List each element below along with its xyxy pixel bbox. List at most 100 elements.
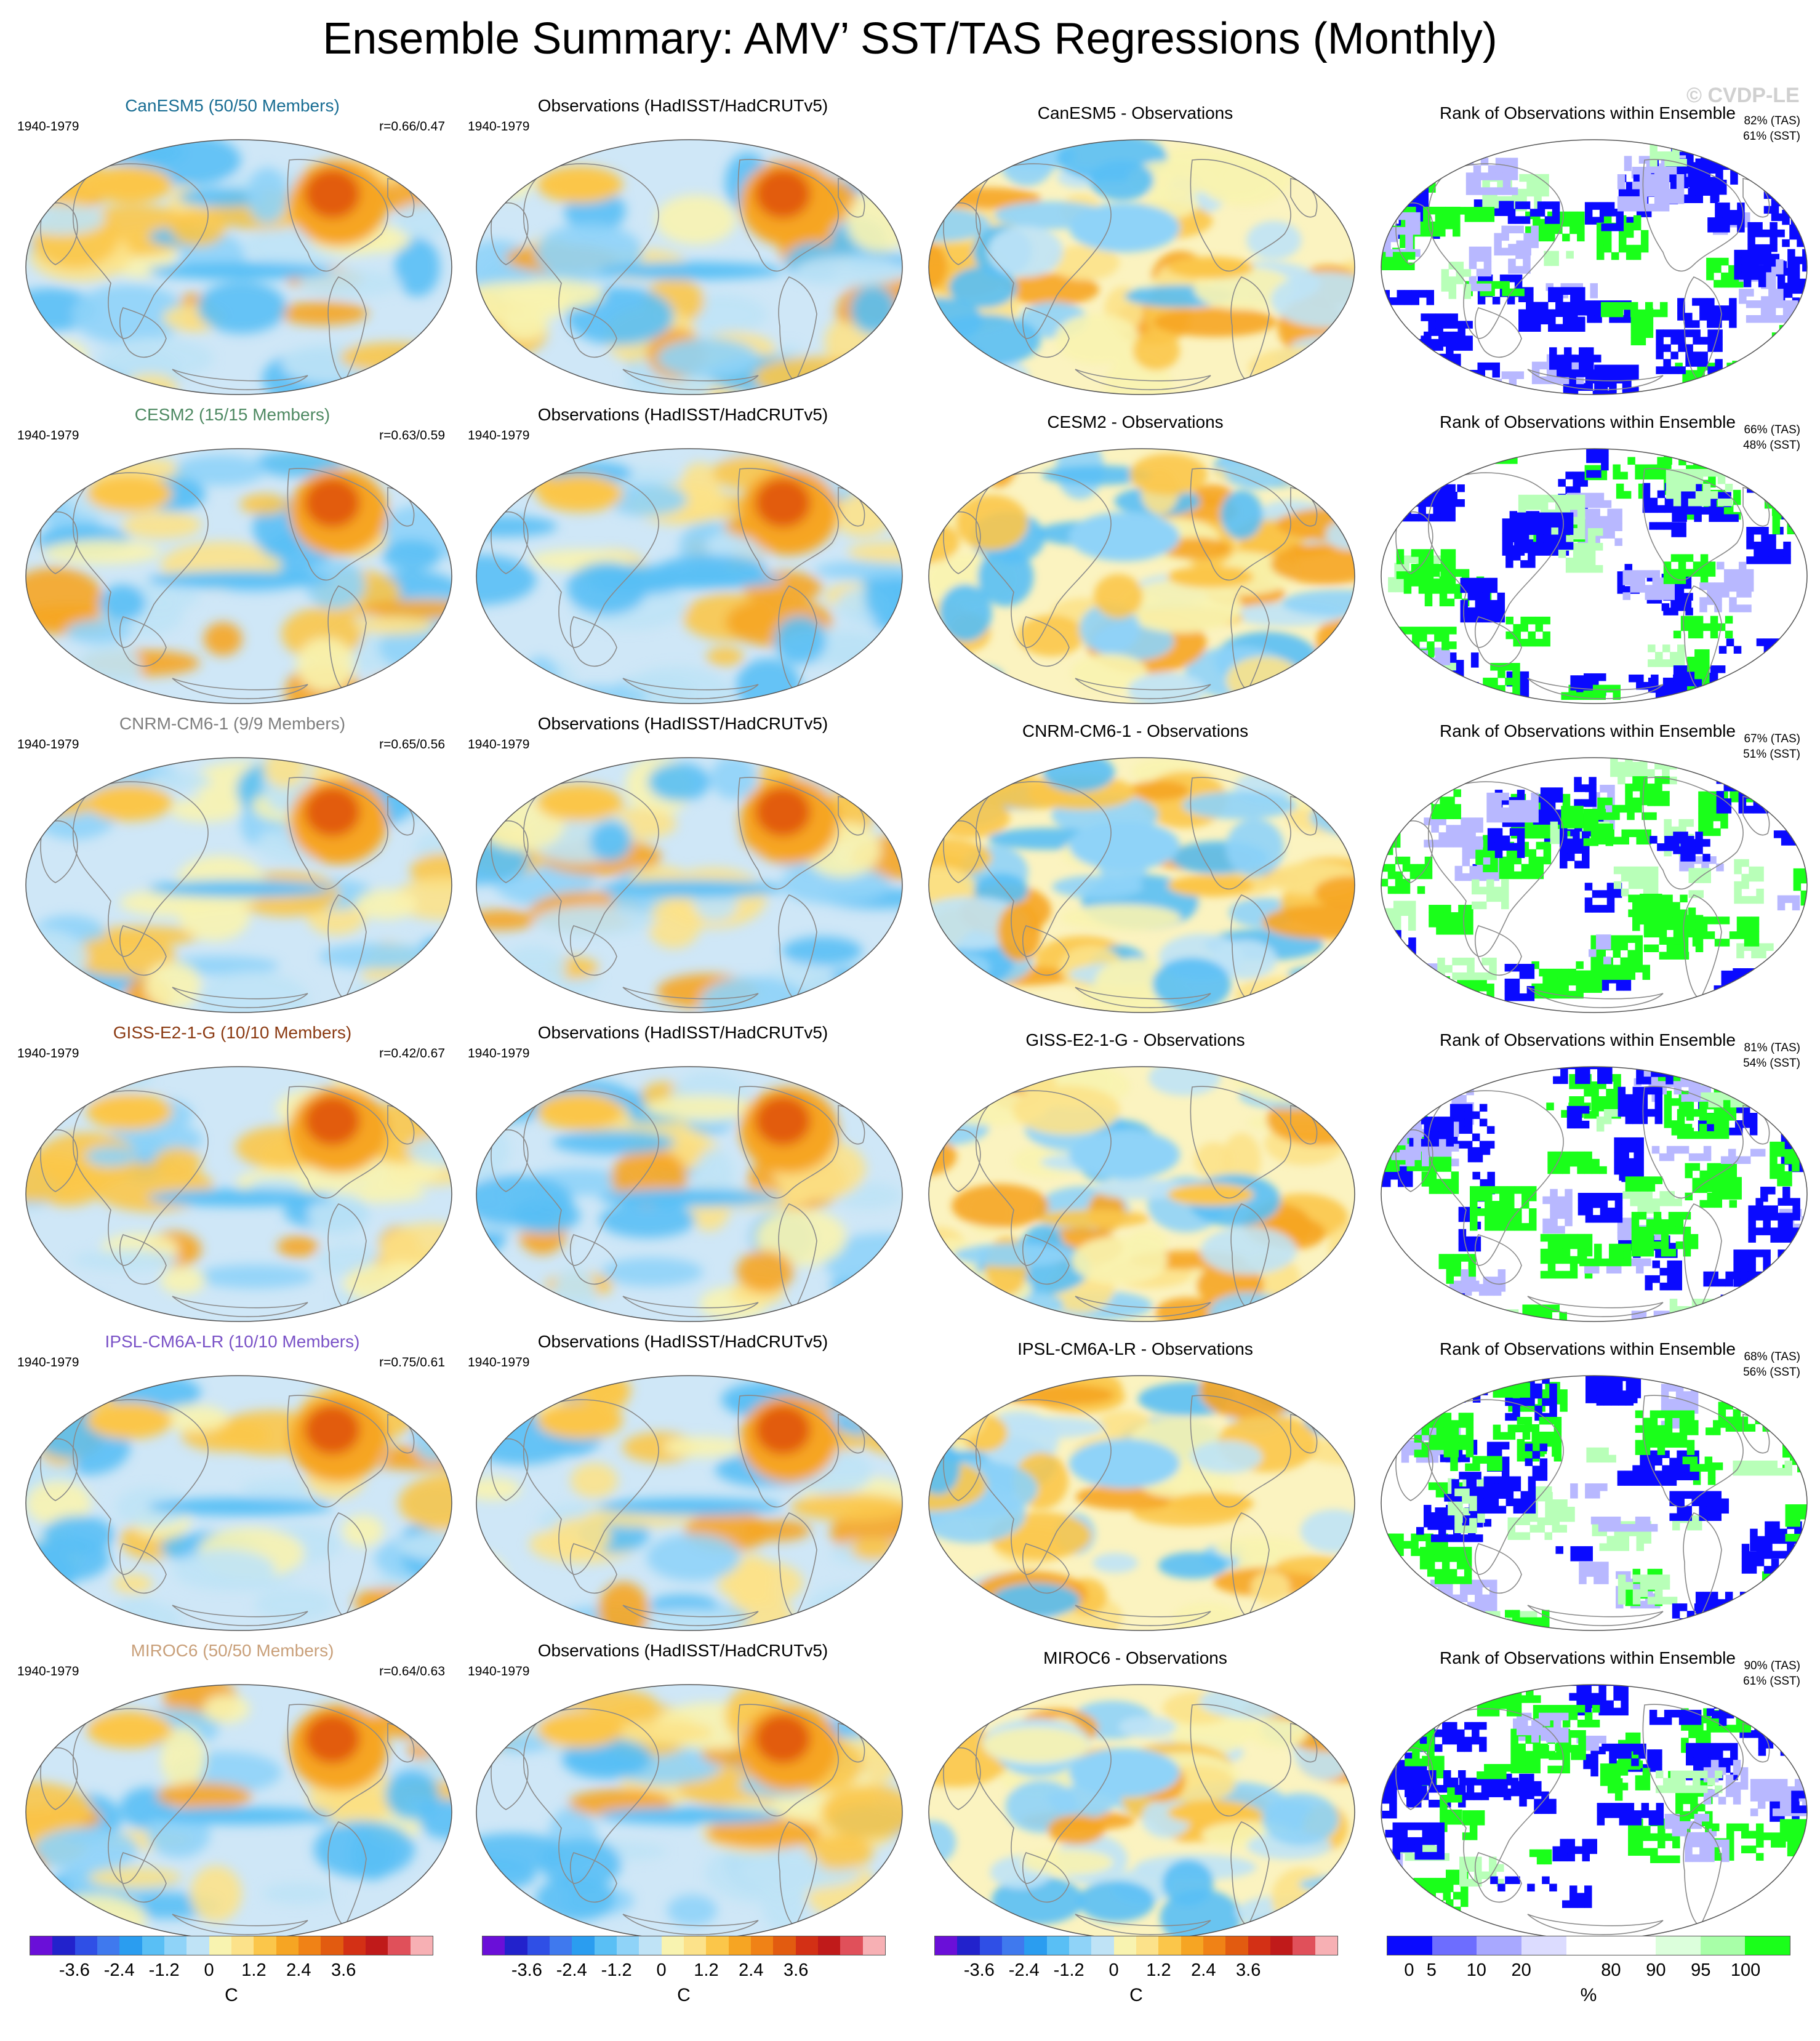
rank-sst-label: 54% (SST): [1743, 1057, 1800, 1070]
ensemble-panel: CanESM5 (50/50 Members) 1940-1979 r=0.66/0…: [5, 92, 460, 402]
observations-panel: Observations (HadISST/HadCRUTv5) 1940-197…: [455, 710, 910, 1020]
colorbar-box: [616, 1936, 639, 1955]
rank-panel: Rank of Observations within Ensemble 66% …: [1360, 401, 1815, 711]
colorbar-tick-label: -3.6: [511, 1960, 542, 1980]
colorbar-box: [231, 1936, 254, 1955]
colorbar-box: [298, 1936, 321, 1955]
pattern-correlation: r=0.64/0.63: [379, 1664, 445, 1678]
colorbar-box: [119, 1936, 142, 1955]
observations-map: [476, 1375, 903, 1631]
observations-panel: Observations (HadISST/HadCRUTv5) 1940-197…: [455, 1328, 910, 1638]
colorbar-box: [1521, 1936, 1566, 1955]
observations-title: Observations (HadISST/HadCRUTv5): [537, 1023, 828, 1042]
colorbar-tick-label: 95: [1691, 1960, 1711, 1980]
colorbar-box: [1700, 1936, 1746, 1955]
colorbar-box: [1387, 1936, 1432, 1955]
rank-tas-label: 66% (TAS): [1744, 423, 1800, 436]
difference-title: GISS-E2-1-G - Observations: [1025, 1030, 1245, 1049]
rank-tas-label: 90% (TAS): [1744, 1659, 1800, 1672]
difference-title: CNRM-CM6-1 - Observations: [1022, 721, 1249, 740]
rank-tas-label: 81% (TAS): [1744, 1041, 1800, 1054]
observations-map: [476, 448, 903, 704]
rank-panel: Rank of Observations within Ensemble 67% …: [1360, 710, 1815, 1020]
period-label: 1940-1979: [468, 737, 530, 752]
rank-title: Rank of Observations within Ensemble: [1440, 1339, 1736, 1358]
colorbar-box: [388, 1936, 411, 1955]
colorbar-tick-label: 100: [1730, 1960, 1761, 1980]
page-title: Ensemble Summary: AMV’ SST/TAS Regressio…: [323, 14, 1497, 63]
rank-title: Rank of Observations within Ensemble: [1440, 721, 1736, 740]
colorbar-box: [1656, 1936, 1701, 1955]
colorbar-tick-label: 2.4: [286, 1960, 311, 1980]
observations-panel: Observations (HadISST/HadCRUTv5) 1940-197…: [455, 92, 910, 402]
difference-panel: CanESM5 - Observations: [908, 92, 1363, 402]
colorbar-box: [773, 1936, 796, 1955]
colorbar-ticks: -3.6 -2.4 -1.2 0 1.2 2.4 3.6: [30, 1960, 433, 1985]
colorbar-ticks: -3.6 -2.4 -1.2 0 1.2 2.4 3.6: [482, 1960, 886, 1985]
difference-map: [928, 139, 1355, 395]
observations-map: [476, 1684, 903, 1940]
colorbar-tick-label: -1.2: [148, 1960, 180, 1980]
observations-map: [476, 1066, 903, 1322]
rank-title: Rank of Observations within Ensemble: [1440, 103, 1736, 122]
colorbar-tick-label: 0: [656, 1960, 667, 1980]
colorbar-box: [1315, 1936, 1337, 1955]
rank-sst-label: 61% (SST): [1743, 1675, 1800, 1688]
rank-tas-label: 68% (TAS): [1744, 1350, 1800, 1363]
colorbar-box: [1432, 1936, 1477, 1955]
colorbar-box: [979, 1936, 1002, 1955]
colorbar-box: [164, 1936, 187, 1955]
period-label: 1940-1979: [17, 1664, 79, 1678]
observations-title: Observations (HadISST/HadCRUTv5): [537, 714, 828, 733]
observations-title: Observations (HadISST/HadCRUTv5): [537, 1641, 828, 1660]
colorbar-box: [1203, 1936, 1226, 1955]
colorbar-box: [728, 1936, 751, 1955]
rank-title: Rank of Observations within Ensemble: [1440, 1648, 1736, 1667]
colorbar-box: [1068, 1936, 1092, 1955]
pattern-correlation: r=0.66/0.47: [379, 119, 445, 134]
colorbar-box: [1566, 1936, 1611, 1955]
difference-title: MIROC6 - Observations: [1043, 1648, 1227, 1667]
colorbar-tick-label: 80: [1601, 1960, 1621, 1980]
ensemble-title: CESM2 (15/15 Members): [134, 405, 331, 424]
colorbar-box: [410, 1936, 433, 1955]
ensemble-title: GISS-E2-1-G (10/10 Members): [113, 1023, 352, 1042]
rank-sst-label: 56% (SST): [1743, 1366, 1800, 1379]
observations-panel: Observations (HadISST/HadCRUTv5) 1940-197…: [455, 401, 910, 711]
rank-map: [1381, 1066, 1808, 1322]
colorbar-tick-label: 0: [1108, 1960, 1119, 1980]
colorbar-ticks: 0 5 10 20 80 90 95 100: [1387, 1960, 1790, 1985]
colorbar-box: [817, 1936, 841, 1955]
rank-tas-label: 82% (TAS): [1744, 114, 1800, 127]
colorbar-box: [1113, 1936, 1136, 1955]
colorbar-box: [209, 1936, 231, 1955]
colorbar-box: [186, 1936, 209, 1955]
colorbar-box: [1181, 1936, 1203, 1955]
colorbar-tick-label: 3.6: [1236, 1960, 1261, 1980]
period-label: 1940-1979: [468, 119, 530, 134]
rank-sst-label: 51% (SST): [1743, 748, 1800, 761]
difference-map: [928, 1066, 1355, 1322]
difference-panel: GISS-E2-1-G - Observations: [908, 1019, 1363, 1329]
colorbar-tick-label: 20: [1511, 1960, 1531, 1980]
ensemble-panel: CNRM-CM6-1 (9/9 Members) 1940-1979 r=0.65/…: [5, 710, 460, 1020]
colorbar-tick-label: 90: [1646, 1960, 1666, 1980]
ensemble-title: IPSL-CM6A-LR (10/10 Members): [105, 1332, 360, 1351]
colorbar-box: [97, 1936, 120, 1955]
colorbar-tick-label: -2.4: [556, 1960, 587, 1980]
colorbar-box: [1024, 1936, 1047, 1955]
observations-title: Observations (HadISST/HadCRUTv5): [537, 96, 828, 115]
ensemble-map: [25, 1684, 452, 1940]
colorbar-tick-label: 1.2: [241, 1960, 267, 1980]
period-label: 1940-1979: [17, 1046, 79, 1061]
colorbar-tick-label: 10: [1466, 1960, 1486, 1980]
ensemble-map: [25, 1066, 452, 1322]
colorbar-box: [862, 1936, 885, 1955]
watermark: © CVDP-LE: [1686, 84, 1800, 107]
colorbar-box: [750, 1936, 774, 1955]
colorbar-tick-label: -3.6: [58, 1960, 90, 1980]
colorbar-box: [935, 1936, 958, 1955]
rank-sst-label: 61% (SST): [1743, 130, 1800, 143]
difference-title: CESM2 - Observations: [1047, 412, 1224, 431]
